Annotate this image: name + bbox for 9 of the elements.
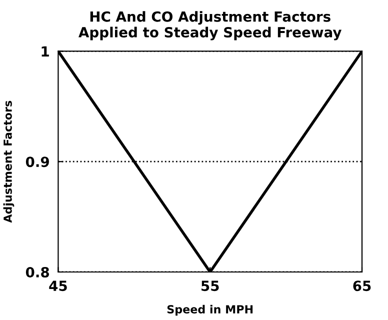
x-tick-label: 65 <box>353 280 371 292</box>
y-tick-label: 1 <box>42 46 49 56</box>
x-tick-label: 45 <box>49 280 67 292</box>
chart-title: HC And CO Adjustment Factors Applied to Steady Speed Freeway <box>78 11 342 40</box>
x-tick-label: 55 <box>202 280 219 292</box>
y-tick-label: 0.9 <box>26 156 49 168</box>
y-tick-label: 0.8 <box>26 266 50 278</box>
x-axis-title: Speed in MPH <box>167 304 253 316</box>
y-axis-title: Adjustment Factors <box>3 100 14 223</box>
